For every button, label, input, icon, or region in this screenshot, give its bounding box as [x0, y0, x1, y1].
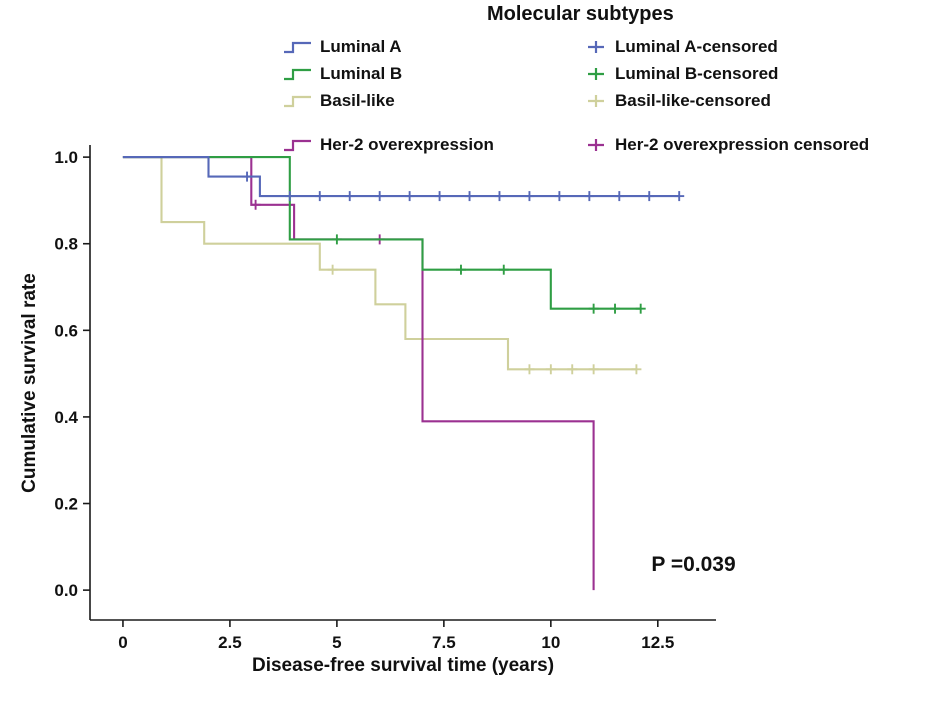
x-tick-label: 2.5 [218, 633, 242, 652]
x-tick-label: 5 [332, 633, 341, 652]
legend-label-luminal-b-censored: Luminal B-censored [615, 63, 779, 83]
luminal-b-censored-plus-icon [588, 67, 604, 80]
legend-item-basil-like-censored: Basil-like-censored [584, 87, 869, 114]
legend-item-luminal-b-censored: Luminal B-censored [584, 60, 869, 87]
y-tick-label: 0.2 [54, 495, 78, 514]
y-tick-label: 0.0 [54, 581, 78, 600]
legend-label-basil-like-censored: Basil-like-censored [615, 90, 771, 110]
x-axis-title: Disease-free survival time (years) [251, 655, 555, 676]
luminal-a-censored-markers [242, 171, 685, 202]
her-2-overexpression-censored-markers [250, 199, 385, 245]
basil-like-censored-plus-icon [588, 94, 604, 107]
basil-like-curve [122, 156, 637, 371]
luminal-b-line-swatch-icon [284, 68, 311, 80]
legend-column-curves: Luminal A Luminal B Basil-like Her-2 ove… [283, 33, 494, 158]
legend-label-her2-overexpression: Her-2 overexpression [320, 134, 494, 154]
legend-item-luminal-a-censored: Luminal A-censored [584, 33, 869, 60]
legend-item-her2-overexpression: Her-2 overexpression [283, 131, 494, 158]
y-tick-label: 0.8 [54, 235, 78, 254]
basil-like-censored-markers [327, 264, 642, 375]
her2-censored-plus-icon [588, 138, 604, 151]
luminal-a-curve [122, 156, 680, 198]
legend-item-luminal-a: Luminal A [283, 33, 494, 60]
basil-like-line-swatch-icon [284, 95, 311, 107]
y-tick-label: 0.4 [54, 408, 78, 427]
legend-label-basil-like: Basil-like [320, 90, 395, 110]
legend-column-censored: Luminal A-censored Luminal B-censored Ba… [584, 33, 869, 158]
x-tick-label: 12.5 [641, 633, 674, 652]
legend-label-luminal-a-censored: Luminal A-censored [615, 36, 778, 56]
legend-item-her2-censored: Her-2 overexpression censored [584, 131, 869, 158]
her2-line-swatch-icon [284, 139, 311, 151]
luminal-a-censored-plus-icon [588, 40, 604, 53]
legend-item-luminal-b: Luminal B [283, 60, 494, 87]
legend-item-basil-like: Basil-like [283, 87, 494, 114]
legend-label-luminal-b: Luminal B [320, 63, 403, 83]
x-tick-label: 7.5 [432, 633, 456, 652]
legend-label-her2-censored: Her-2 overexpression censored [615, 134, 870, 154]
p-value-annotation: P =0.039 [651, 553, 735, 576]
legend-label-luminal-a: Luminal A [320, 36, 402, 56]
y-tick-label: 0.6 [54, 321, 78, 340]
y-tick-label: 1.0 [54, 148, 78, 167]
luminal-b-censored-markers [331, 234, 646, 314]
y-axis-title: Cumulative survival rate [19, 273, 40, 493]
luminal-b-curve [122, 156, 641, 310]
luminal-a-line-swatch-icon [284, 41, 311, 53]
x-tick-label: 0 [118, 633, 127, 652]
legend-title: Molecular subtypes [487, 3, 674, 25]
x-tick-label: 10 [541, 633, 560, 652]
